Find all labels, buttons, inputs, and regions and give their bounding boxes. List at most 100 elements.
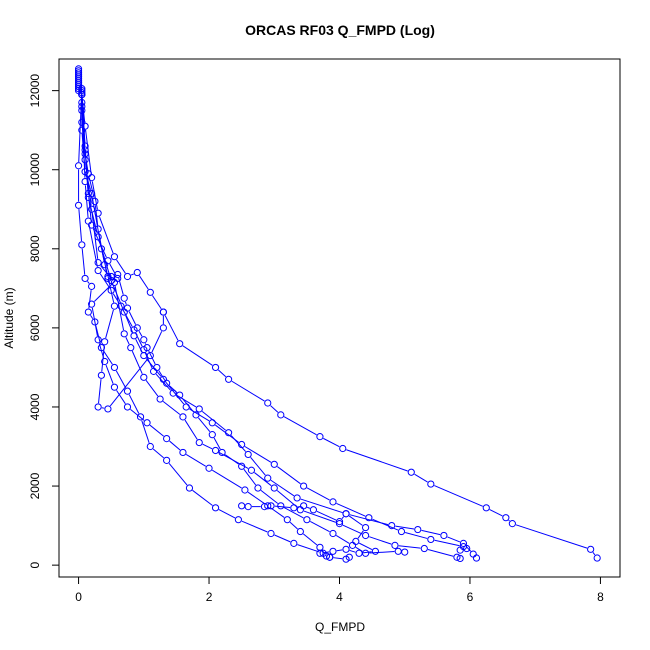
data-point xyxy=(247,466,256,474)
data-point xyxy=(342,545,350,553)
x-axis-label: Q_FMPD xyxy=(315,620,365,634)
series-segment xyxy=(98,240,111,277)
data-point xyxy=(179,448,187,457)
data-point xyxy=(326,553,334,561)
data-point xyxy=(342,510,350,518)
series-segment xyxy=(81,133,86,168)
series-segment xyxy=(358,542,373,551)
data-point xyxy=(94,259,102,267)
data-point xyxy=(81,274,89,283)
data-point xyxy=(587,545,595,553)
series-segment xyxy=(247,491,265,505)
data-point xyxy=(303,516,311,524)
data-point xyxy=(97,371,106,379)
data-point xyxy=(205,464,213,472)
data-point xyxy=(94,336,102,344)
series-segment xyxy=(84,185,89,218)
data-point xyxy=(427,480,435,488)
series-segment xyxy=(184,419,198,440)
series-segment xyxy=(181,397,194,413)
data-point xyxy=(211,446,220,455)
series-segment xyxy=(108,280,115,303)
data-point xyxy=(101,357,109,366)
y-tick-label: 2000 xyxy=(28,472,42,499)
data-point xyxy=(293,494,301,502)
series-segment xyxy=(85,129,92,174)
series-segment xyxy=(91,307,98,337)
data-point xyxy=(97,245,106,253)
data-point xyxy=(482,504,490,512)
series-segment xyxy=(138,275,149,290)
data-point xyxy=(159,308,167,316)
series-segment xyxy=(303,510,337,523)
data-point xyxy=(371,547,379,555)
series-segment xyxy=(447,536,461,543)
series-segment xyxy=(254,472,272,487)
series-segment xyxy=(109,358,149,407)
data-point xyxy=(244,450,252,459)
data-point xyxy=(104,272,112,281)
data-point xyxy=(339,444,347,453)
y-tick-label: 8000 xyxy=(28,235,42,262)
data-point xyxy=(397,527,406,536)
data-point xyxy=(309,506,318,514)
x-tick-label: 2 xyxy=(206,590,213,604)
series-segment xyxy=(306,506,311,509)
series-segment xyxy=(357,530,364,539)
data-point xyxy=(84,217,92,225)
chart-title: ORCAS RF03 Q_FMPD (Log) xyxy=(245,22,435,38)
data-point xyxy=(300,502,308,510)
series-segment xyxy=(231,380,265,402)
series-segment xyxy=(369,536,392,545)
data-point xyxy=(88,189,96,198)
series-segment xyxy=(349,549,356,553)
data-point xyxy=(277,502,285,510)
series-segment xyxy=(297,544,320,553)
series-segment xyxy=(116,390,126,405)
series-segment xyxy=(98,379,102,404)
data-point xyxy=(74,201,83,209)
series-segment xyxy=(122,309,133,327)
data-point xyxy=(74,162,83,170)
series-segment xyxy=(105,309,114,339)
data-point xyxy=(110,363,119,372)
data-point xyxy=(78,241,86,249)
series-segment xyxy=(115,370,127,389)
data-point xyxy=(264,474,272,482)
data-point xyxy=(107,272,115,281)
series-segment xyxy=(274,534,291,543)
series-segment xyxy=(372,518,399,531)
series-segment xyxy=(414,473,428,483)
series-segment xyxy=(124,301,127,305)
series-segment xyxy=(103,350,113,365)
series-segment xyxy=(274,505,291,508)
series-segment xyxy=(335,535,350,544)
data-point xyxy=(241,486,249,494)
series-segment xyxy=(145,358,162,377)
series-segment xyxy=(152,448,165,459)
x-tick-label: 4 xyxy=(336,590,343,604)
series-segment xyxy=(421,529,441,536)
data-point xyxy=(78,89,86,97)
data-point xyxy=(123,403,132,411)
y-axis: 0 2000 4000 6000 8000 10000 12000 xyxy=(28,74,60,568)
series-segment xyxy=(168,462,188,486)
series-segment xyxy=(362,551,372,554)
data-point xyxy=(225,375,233,383)
series-segment xyxy=(218,369,227,378)
data-point xyxy=(127,344,135,352)
x-axis: 0 2 4 6 8 xyxy=(75,576,604,604)
series-segment xyxy=(87,281,90,284)
data-point xyxy=(123,387,132,395)
data-point xyxy=(91,318,99,326)
data-point xyxy=(94,403,102,411)
series-segment xyxy=(434,485,483,507)
series-segment xyxy=(215,424,239,443)
series-segment xyxy=(78,209,83,242)
series-segment xyxy=(112,293,120,304)
data-point xyxy=(407,468,415,476)
series-segment xyxy=(336,502,366,517)
series-segment xyxy=(91,197,102,246)
